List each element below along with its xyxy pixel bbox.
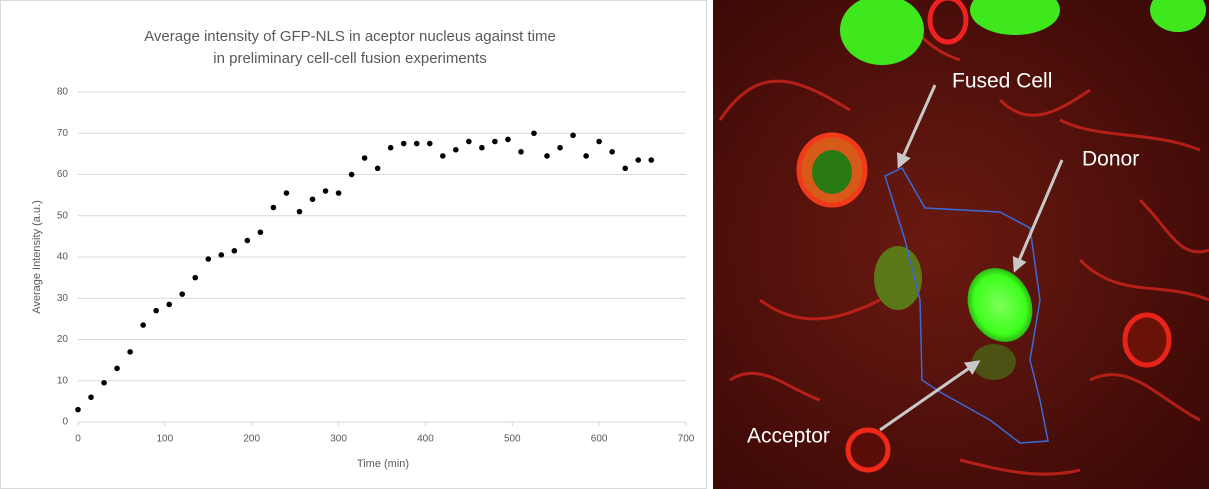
point [635,157,642,163]
point [413,140,420,147]
x-tick-label: 0 [75,434,81,445]
y-tick-label: 0 [62,417,68,428]
y-tick-label: 30 [57,293,69,304]
x-tick-label: 700 [678,434,695,445]
cell-membranes [718,0,1209,476]
point [361,155,368,161]
donor-nucleus [967,268,1033,342]
point [166,301,172,308]
point [479,144,485,151]
x-axis-label: Time (min) [357,458,409,470]
point [114,365,120,372]
point [335,190,342,196]
point [557,144,563,151]
plot: 0 10 20 30 40 50 60 70 80 0 100 200 300 400 500 600 700 [57,87,695,445]
point [374,165,381,172]
point [244,237,251,244]
point [153,307,159,314]
y-tick-label: 10 [57,375,69,386]
point [622,165,628,172]
point [127,349,133,355]
point [648,157,655,163]
point [231,248,238,254]
point [426,140,433,147]
image-background [713,0,1209,489]
x-tick-label: 100 [157,434,174,445]
green-cell [1150,0,1206,32]
image-label: Acceptor [747,425,830,448]
point [492,138,498,145]
point [140,322,146,328]
point [505,136,511,143]
point [296,208,303,215]
arrows [879,84,1064,432]
point [283,190,290,196]
point [192,274,199,281]
x-tick-label: 600 [591,434,608,445]
point [387,144,394,151]
point [609,149,615,155]
point [583,153,589,159]
point [466,138,472,145]
red-cell [1122,312,1172,368]
chart-frame [0,0,707,489]
x-tick-label: 500 [504,434,521,445]
x-tick-label: 300 [330,434,347,445]
chart-title: in preliminary cell-cell fusion experime… [213,50,486,67]
point [257,229,264,236]
point [453,146,459,153]
image-label: Donor [1082,148,1139,171]
y-tick-label: 70 [57,128,69,139]
point [205,256,212,262]
point [531,130,537,137]
y-axis-label: Average Intensity (a.u.) [31,200,43,314]
green-cell [840,0,924,65]
point [440,153,446,159]
point [218,252,225,258]
point [400,140,407,147]
image-label: Fused Cell [952,70,1052,93]
x-tick-label: 400 [417,434,434,445]
y-tick-label: 60 [57,169,69,180]
point [75,406,81,413]
point [88,394,94,401]
point [348,171,355,178]
point [270,204,277,211]
y-tick-label: 80 [57,87,69,98]
fused-cell-outline [884,167,1049,444]
y-tick-label: 40 [57,252,69,263]
green-cell [970,0,1060,35]
y-tick-label: 50 [57,210,69,221]
point [322,188,329,194]
point [179,291,186,297]
point [544,153,550,159]
green-nucleus [812,150,852,194]
y-tick-label: 20 [57,334,69,345]
point [570,132,576,139]
point [518,149,524,155]
x-tick-label: 200 [243,434,260,445]
acceptor-nucleus [972,344,1016,380]
point [101,380,107,386]
red-cell [927,0,969,45]
red-cell [845,427,891,473]
microscopy-image: Fused Cell Donor Acceptor [713,0,1209,489]
point [309,196,316,203]
chart-title: Average intensity of GFP-NLS in aceptor … [144,28,556,45]
point [596,138,602,145]
